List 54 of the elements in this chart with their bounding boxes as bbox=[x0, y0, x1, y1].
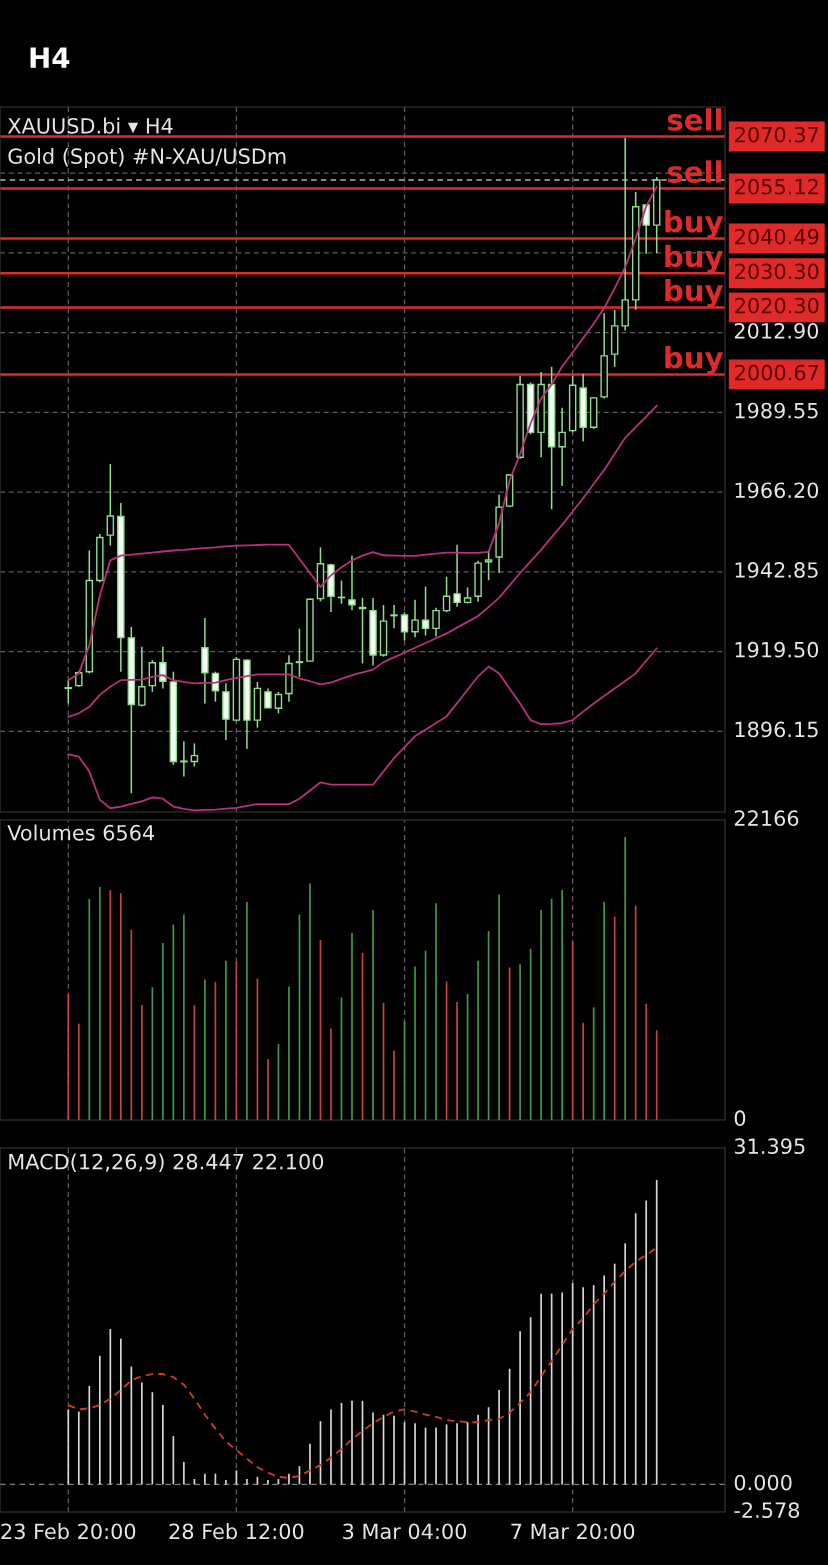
candlestick bbox=[106, 463, 115, 547]
candlestick bbox=[400, 611, 409, 642]
y-tick-label: 1966.20 bbox=[735, 482, 819, 499]
candlestick bbox=[190, 742, 199, 768]
x-tick-label: 3 Mar 04:00 bbox=[343, 1523, 467, 1540]
y-tick-label: 31.395 bbox=[734, 1138, 805, 1155]
candlestick bbox=[411, 598, 419, 638]
text: 2040.49 bbox=[735, 228, 819, 245]
x-tick-label: 7 Mar 20:00 bbox=[511, 1523, 635, 1540]
text: Gold (Spot) #N-XAU/USDm bbox=[8, 147, 286, 169]
candlestick bbox=[558, 407, 566, 487]
y-tick-label: 22166 bbox=[734, 810, 799, 827]
text: 2000.67 bbox=[735, 364, 819, 381]
x-tick-label: 28 Feb 12:00 bbox=[169, 1523, 304, 1540]
ref-line-label: sell bbox=[667, 160, 722, 183]
line-series bbox=[67, 647, 658, 812]
ref-line-label: buy bbox=[665, 345, 724, 375]
text: 2055.12 bbox=[735, 178, 818, 195]
line-series bbox=[67, 1246, 658, 1479]
y-tick-label: 2012.90 bbox=[734, 322, 819, 339]
candlestick bbox=[348, 554, 356, 611]
candlestick bbox=[264, 687, 272, 709]
candlestick bbox=[180, 740, 188, 778]
candlestick bbox=[138, 645, 146, 708]
y-tick-label: 0.000 bbox=[734, 1474, 792, 1491]
ref-line-label: buy bbox=[665, 210, 724, 239]
y-tick-label: 1919.50 bbox=[735, 641, 819, 658]
y-tick-label: 1942.85 bbox=[735, 562, 818, 578]
ref-line-label: sell bbox=[667, 108, 722, 131]
candlestick bbox=[442, 576, 451, 614]
text: 2030.30 bbox=[735, 263, 819, 280]
ref-line-label: buy bbox=[665, 244, 724, 274]
x-tick-label: 23 Feb 20:00 bbox=[1, 1523, 136, 1540]
ref-line-label: buy bbox=[665, 278, 724, 308]
candlestick bbox=[64, 679, 73, 705]
candlestick bbox=[390, 604, 398, 630]
chart-title: XAUUSD.bi ▾ H4 bbox=[7, 117, 173, 134]
candlestick bbox=[159, 645, 167, 690]
y-tick-label: 1989.55 bbox=[735, 402, 818, 419]
candlestick bbox=[453, 543, 461, 608]
y-tick-label: -2.578 bbox=[734, 1502, 800, 1519]
candlestick bbox=[421, 585, 430, 637]
candlestick bbox=[295, 627, 304, 678]
chart-title: Volumes 6564 bbox=[7, 824, 155, 841]
chart-title: MACD(12,26,9) 28.447 22.100 bbox=[9, 1153, 324, 1173]
line-series bbox=[67, 185, 658, 682]
text: 2070.37 bbox=[735, 126, 819, 143]
line-series bbox=[67, 404, 658, 718]
y-tick-label: 0 bbox=[734, 1110, 746, 1127]
text: 2020.30 bbox=[735, 297, 819, 314]
y-tick-label: 1896.15 bbox=[735, 721, 818, 738]
text: H4 bbox=[30, 47, 70, 68]
candlestick bbox=[432, 607, 440, 638]
candlestick bbox=[274, 691, 283, 715]
